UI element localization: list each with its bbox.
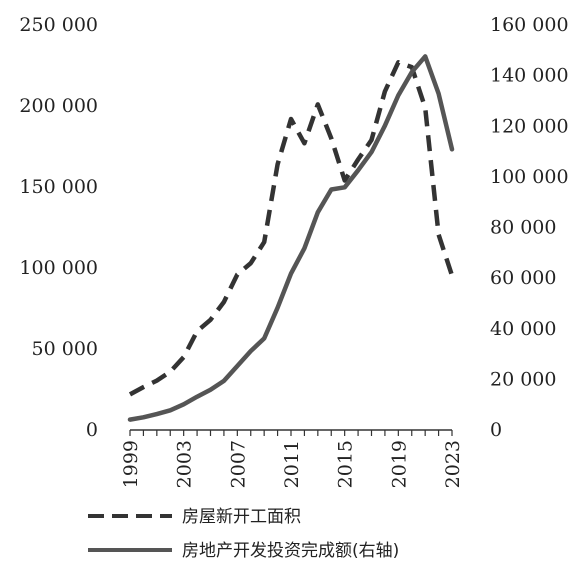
right-y-tick-label: 80 000 <box>490 217 556 239</box>
x-tick-label: 1999 <box>120 440 142 488</box>
series-layer <box>127 54 455 422</box>
right-y-tick-label: 40 000 <box>490 318 556 340</box>
legend: 房屋新开工面积 房地产开发投资完成额(右轴) <box>88 507 399 561</box>
x-tick-label: 2019 <box>388 440 410 488</box>
right-y-tick-label: 20 000 <box>490 368 556 390</box>
x-tick-label: 2007 <box>227 440 249 488</box>
right-y-tick-label: 100 000 <box>490 166 569 188</box>
x-tick-label: 2015 <box>335 440 357 488</box>
legend-label-new-construction: 房屋新开工面积 <box>182 507 301 527</box>
right-y-tick-label: 60 000 <box>490 267 556 289</box>
axes: 1999 2003 2007 2011 2015 2019 2023 0 50 000 100 0… <box>19 14 568 488</box>
left-y-tick-label: 100 000 <box>19 257 98 279</box>
left-y-tick-label: 0 <box>86 419 98 441</box>
left-y-tick-label: 200 000 <box>19 95 98 117</box>
legend-label-investment: 房地产开发投资完成额(右轴) <box>182 541 399 561</box>
left-y-tick-label: 50 000 <box>32 338 98 360</box>
left-y-tick-label: 150 000 <box>19 176 98 198</box>
x-tick-label: 2003 <box>174 440 196 488</box>
right-y-tick-label: 140 000 <box>490 65 569 87</box>
left-y-tick-label: 250 000 <box>19 14 98 36</box>
series-line-new-construction-area <box>128 60 455 397</box>
right-y-tick-label: 160 000 <box>490 14 569 36</box>
series-line-development-investment <box>127 54 455 422</box>
x-tick-label: 2023 <box>442 440 464 488</box>
right-y-tick-label: 120 000 <box>490 115 569 137</box>
right-y-tick-label: 0 <box>490 419 502 441</box>
x-tick-label: 2011 <box>281 440 303 488</box>
